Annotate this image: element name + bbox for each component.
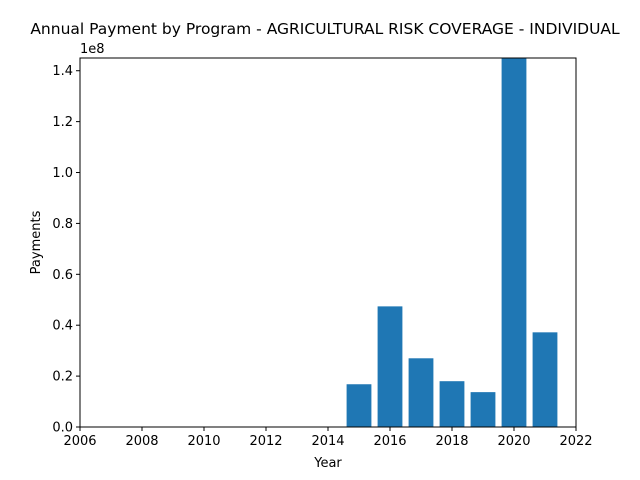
- x-tick-label: 2018: [435, 434, 468, 449]
- x-tick-label: 2008: [125, 434, 158, 449]
- x-tick-label: 2014: [311, 434, 344, 449]
- plot-area-frame: [79, 57, 577, 428]
- y-tick-label: 1.2: [52, 115, 73, 130]
- y-axis-ticks: 0.0 0.2 0.4 0.6 0.8 1.0 1.2 1.4: [52, 64, 80, 436]
- bar-2015: [346, 384, 372, 427]
- x-tick-label: 2010: [187, 434, 220, 449]
- y-tick-label: 0.4: [52, 319, 73, 334]
- x-axis-label: Year: [313, 456, 342, 471]
- y-tick-label: 0.2: [52, 370, 73, 385]
- y-tick-label: 0.8: [52, 217, 73, 232]
- bar-2017: [408, 358, 434, 427]
- y-offset-label: 1e8: [80, 42, 105, 57]
- x-tick-label: 2006: [63, 434, 96, 449]
- y-tick-label: 0.0: [52, 421, 73, 436]
- bar-2021: [532, 332, 558, 427]
- bar-2016: [377, 306, 403, 427]
- x-tick-label: 2020: [497, 434, 530, 449]
- y-tick-label: 0.6: [52, 268, 73, 283]
- y-axis-label: Payments: [29, 210, 44, 274]
- bars-group: [346, 58, 558, 427]
- bar-2020: [501, 58, 527, 427]
- bar-2019: [470, 392, 496, 427]
- x-tick-label: 2022: [559, 434, 592, 449]
- y-tick-label: 1.4: [52, 64, 73, 79]
- bar-2018: [439, 381, 465, 427]
- x-axis-ticks: 2006 2008 2010 2012 2014 2016 2018 2020 2022: [63, 427, 593, 449]
- y-tick-label: 1.0: [52, 166, 73, 181]
- x-tick-label: 2016: [373, 434, 406, 449]
- x-tick-label: 2012: [249, 434, 282, 449]
- chart-title: Annual Payment by Program - AGRICULTURAL…: [30, 20, 620, 38]
